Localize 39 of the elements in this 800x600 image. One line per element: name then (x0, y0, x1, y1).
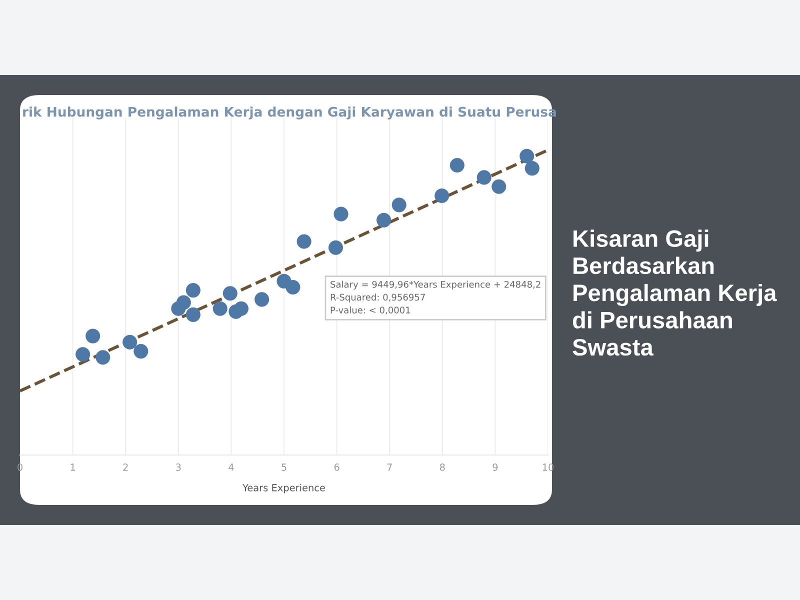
point (254, 292, 270, 307)
point (122, 334, 138, 350)
point (524, 161, 540, 176)
x-tick-label: 4 (228, 464, 234, 471)
annotation: Salary = 9449,96*Years Experience + 24848,2 (330, 280, 540, 290)
point (86, 328, 100, 344)
point (450, 158, 464, 173)
text: Kisaran Gaji Berdasarkan Pengalaman Kerja di Perusahaan Swasta (572, 230, 777, 356)
point (134, 344, 148, 359)
x-tick-label: 5 (282, 464, 286, 471)
x-tick-label: 1 (70, 464, 75, 471)
point (176, 295, 191, 310)
point (334, 206, 348, 222)
x-tick-label: 9 (492, 464, 498, 471)
point (222, 286, 238, 301)
x-tick-label: 6 (334, 464, 340, 471)
point (76, 347, 90, 362)
point (492, 179, 506, 194)
annotation: R-Squared: 0,956957 (330, 294, 425, 302)
point (476, 170, 492, 185)
point (186, 283, 200, 298)
point (186, 307, 200, 322)
point (296, 234, 312, 249)
point (520, 148, 534, 164)
point (376, 212, 392, 228)
point (434, 188, 450, 204)
x-tick-label: 7 (387, 464, 392, 471)
x-axis-title: Years Experience (242, 484, 325, 494)
point (212, 301, 228, 316)
point (392, 198, 406, 212)
x-tick-label: 2 (123, 464, 128, 471)
annotation: P-value: < 0,0001 (330, 306, 410, 314)
point (96, 350, 110, 365)
x-tick-label: 0 (18, 464, 22, 471)
x-tick-label: 8 (440, 464, 445, 471)
x-tick-label: 3 (176, 464, 181, 471)
point (328, 240, 344, 255)
point (286, 280, 300, 295)
point (234, 301, 249, 316)
